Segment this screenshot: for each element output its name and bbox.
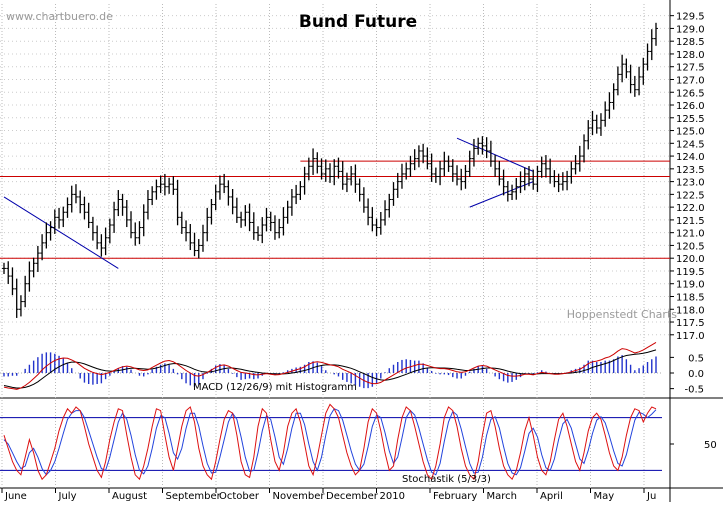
price-tick-label: 120.0 xyxy=(676,254,705,265)
price-tick-label: 123.5 xyxy=(676,165,705,176)
price-tick-label: 127.5 xyxy=(676,63,705,74)
macd-label: MACD (12/26/9) mit Histogramm xyxy=(193,382,357,393)
price-tick-label: 121.0 xyxy=(676,229,705,240)
month-label: Ju xyxy=(646,491,656,502)
month-label: October xyxy=(219,491,260,502)
month-label: September xyxy=(166,491,222,502)
month-label: May xyxy=(594,491,615,502)
month-label: June xyxy=(4,491,27,502)
price-tick-label: 125.0 xyxy=(676,127,705,138)
chart-title: Bund Future xyxy=(299,12,417,32)
month-label: 2010 xyxy=(380,491,405,502)
stochastic-panel xyxy=(0,403,662,481)
price-tick-label: 124.5 xyxy=(676,139,705,150)
price-tick-label: 126.5 xyxy=(676,88,705,99)
month-label: April xyxy=(540,491,563,502)
price-tick-label: 121.5 xyxy=(676,216,705,227)
price-tick-label: 118.0 xyxy=(676,305,705,316)
price-tick-label: 117.5 xyxy=(676,318,705,329)
price-tick-label: 125.5 xyxy=(676,114,705,125)
month-label: November xyxy=(273,491,326,502)
price-tick-label: 124.0 xyxy=(676,152,705,163)
price-tick-label: 122.5 xyxy=(676,190,705,201)
macd-tick-label: 0.0 xyxy=(688,369,704,380)
price-tick-label: 129.0 xyxy=(676,24,705,35)
price-tick-label: 117.0 xyxy=(676,331,705,342)
macd-line xyxy=(3,341,657,390)
stochastic-k-line xyxy=(3,403,657,481)
macd-tick-label: 0.5 xyxy=(688,353,704,364)
stoch-tick-label: 50 xyxy=(704,440,717,451)
month-label: August xyxy=(112,491,147,502)
month-label: February xyxy=(433,491,477,502)
price-tick-label: 129.5 xyxy=(676,12,705,23)
price-tick-label: 119.5 xyxy=(676,267,705,278)
month-label: December xyxy=(326,491,379,502)
price-tick-label: 119.0 xyxy=(676,280,705,291)
price-tick-label: 123.0 xyxy=(676,178,705,189)
macd-panel xyxy=(0,341,662,390)
stochastic-label: Stochastik (5/3/3) xyxy=(402,474,491,485)
watermark-text: www.chartbuero.de xyxy=(6,10,113,23)
price-tick-label: 128.5 xyxy=(676,37,705,48)
stochastic-d-line xyxy=(3,408,657,476)
price-tick-label: 127.0 xyxy=(676,75,705,86)
price-tick-label: 122.0 xyxy=(676,203,705,214)
macd-tick-label: -0.5 xyxy=(684,385,704,396)
price-panel xyxy=(0,22,670,318)
price-tick-label: 120.5 xyxy=(676,241,705,252)
price-tick-label: 126.0 xyxy=(676,101,705,112)
trend-line xyxy=(3,196,119,269)
trend-line xyxy=(469,181,534,208)
month-label: July xyxy=(58,491,77,502)
price-tick-label: 128.0 xyxy=(676,50,705,61)
credit-text: Hoppenstedt Charts xyxy=(567,308,678,321)
price-tick-label: 118.5 xyxy=(676,292,705,303)
month-label: March xyxy=(487,491,517,502)
